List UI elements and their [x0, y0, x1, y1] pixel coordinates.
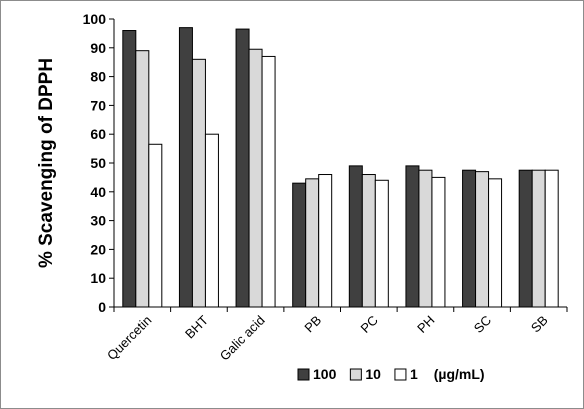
x-category-label: PB: [301, 313, 324, 336]
bar-100: [462, 169, 477, 308]
bar-1: [374, 179, 389, 308]
bar-10: [531, 169, 546, 308]
bar-group: [178, 27, 219, 308]
x-category-label: Quercetin: [104, 313, 154, 363]
y-tick-label: 70: [90, 97, 106, 113]
legend-unit: (µg/mL): [434, 366, 485, 382]
bar-100: [405, 165, 420, 308]
bar-1: [431, 176, 446, 308]
bar-10: [475, 171, 490, 308]
y-axis-label: % Scavenging of DPPH: [36, 58, 57, 268]
y-tick-label: 10: [90, 270, 106, 286]
bar-group: [462, 169, 503, 308]
bar-100: [235, 28, 250, 308]
bar-10: [305, 178, 320, 308]
bar-100: [518, 169, 533, 308]
y-tick-label: 80: [90, 69, 106, 85]
bar-group: [348, 165, 389, 308]
chart-bars: [122, 27, 559, 308]
y-tick-label: 90: [90, 40, 106, 56]
bar-100: [292, 182, 307, 308]
y-tick-label: 20: [90, 241, 106, 257]
y-axis-ticks: 0 10 20 30 40 50 60 70 80 90 100: [83, 11, 114, 315]
legend-label-100: 100: [313, 366, 337, 382]
x-category-label: BHT: [182, 312, 211, 341]
bar-100: [348, 165, 363, 308]
y-tick-label: 40: [90, 184, 106, 200]
bar-10: [191, 58, 206, 308]
bar-1: [204, 133, 219, 308]
x-axis-categories: Quercetin BHT Galic acid PB PC PH SC SB: [104, 307, 568, 364]
x-category-label: SB: [528, 313, 551, 336]
bar-100: [178, 27, 193, 308]
y-tick-label: 100: [83, 11, 107, 27]
bar-group: [122, 30, 163, 308]
x-category-label: PC: [358, 313, 381, 336]
legend-label-1: 1: [410, 366, 418, 382]
legend-swatch-10: [349, 368, 362, 381]
bar-group: [405, 165, 446, 308]
legend-swatch-100: [297, 368, 310, 381]
bar-10: [418, 169, 433, 308]
legend-label-10: 10: [365, 366, 381, 382]
bar-100: [122, 30, 137, 308]
y-tick-label: 0: [98, 299, 106, 315]
legend: 100 10 1 (µg/mL): [297, 366, 485, 382]
x-category-label: PH: [414, 313, 437, 336]
bar-10: [135, 50, 150, 308]
legend-swatch-1: [394, 368, 407, 381]
bar-1: [261, 55, 276, 308]
bar-1: [544, 169, 559, 308]
bar-group: [235, 28, 276, 308]
bar-10: [361, 174, 376, 308]
y-tick-label: 50: [90, 155, 106, 171]
bar-1: [488, 178, 503, 308]
x-category-label: SC: [471, 313, 494, 336]
y-tick-label: 30: [90, 213, 106, 229]
bar-1: [318, 174, 333, 308]
y-tick-label: 60: [90, 126, 106, 142]
bar-group: [518, 169, 559, 308]
bar-group: [292, 174, 333, 308]
bar-1: [148, 143, 163, 308]
bar-10: [248, 48, 263, 308]
x-category-label: Galic acid: [217, 313, 268, 364]
